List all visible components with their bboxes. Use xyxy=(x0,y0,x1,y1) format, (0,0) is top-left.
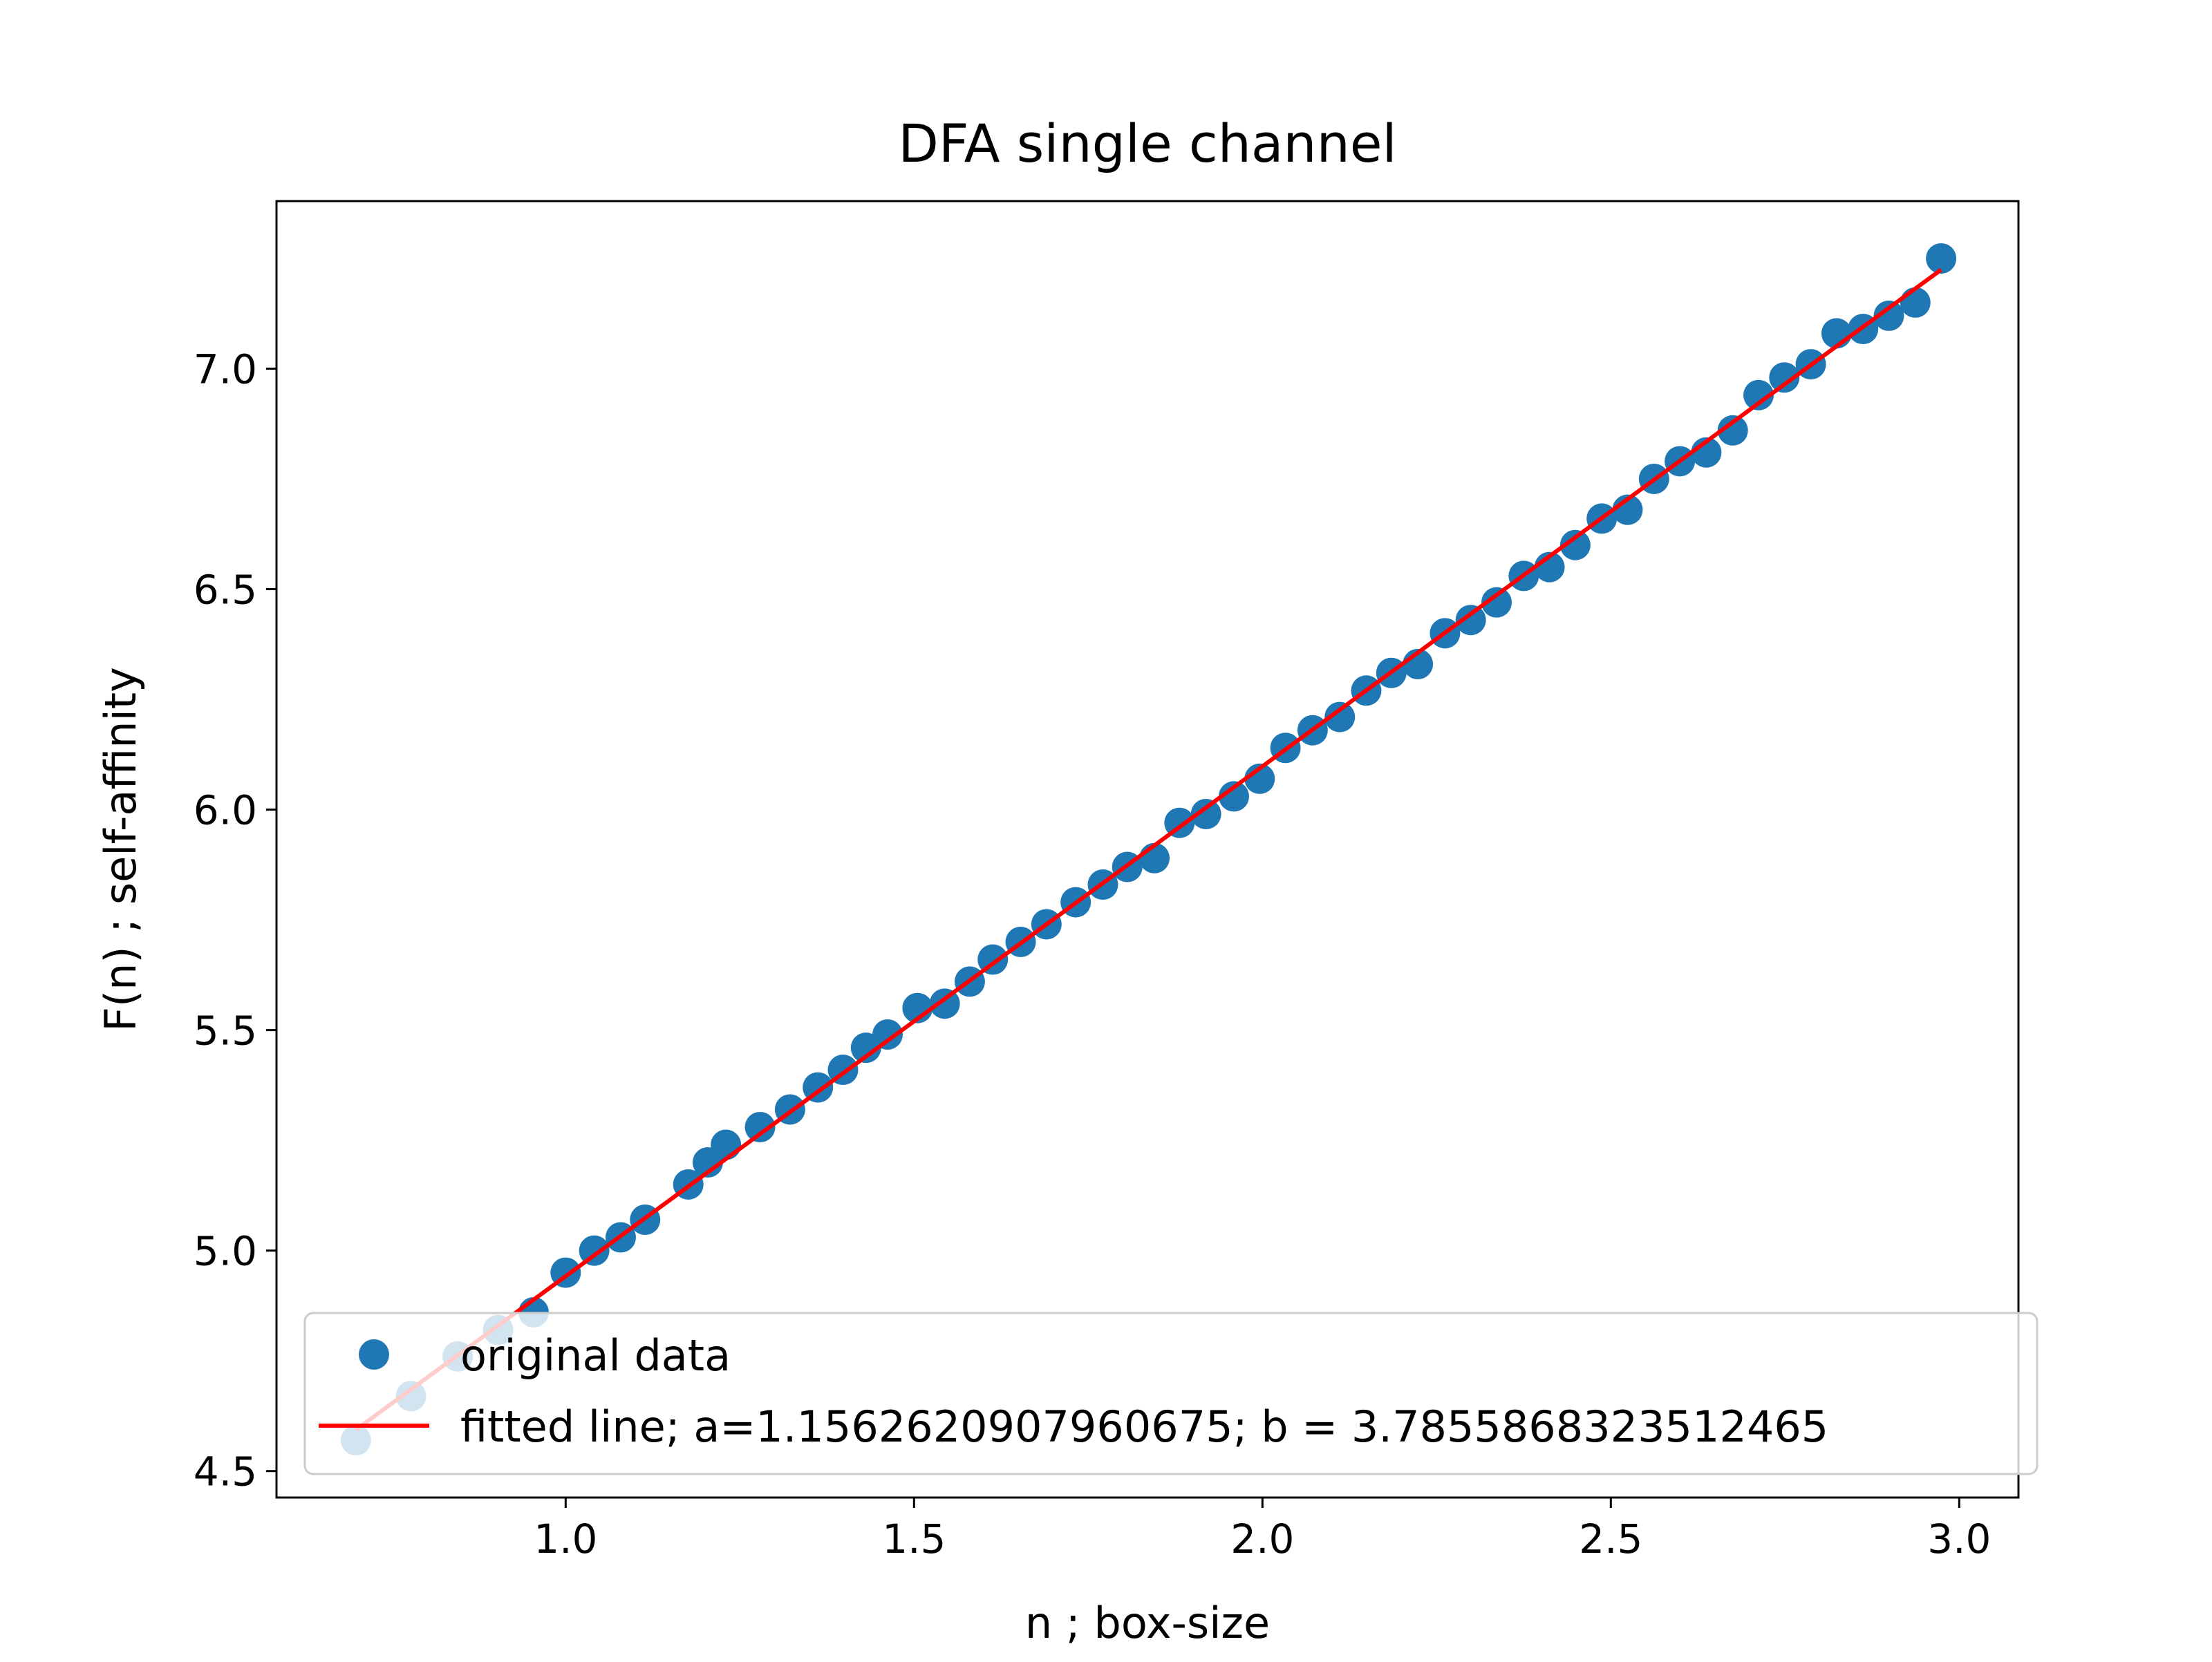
data-point-45 xyxy=(1612,494,1643,525)
legend: original data fitted line; a=1.156262090… xyxy=(303,1312,2038,1475)
x-axis-label: n ; box-size xyxy=(1025,1598,1270,1648)
x-tick-label-3: 2.5 xyxy=(1579,1515,1642,1562)
data-point-12 xyxy=(744,1112,776,1142)
y-tick-label-0: 4.5 xyxy=(194,1448,257,1495)
data-point-40 xyxy=(1481,587,1512,618)
legend-label-original-data: original data xyxy=(460,1330,731,1381)
y-axis: 4.5 5.0 5.5 6.0 6.5 7.0 xyxy=(194,346,276,1495)
data-point-55 xyxy=(1873,300,1904,331)
plot-frame xyxy=(275,200,2020,1499)
x-tick-label-0: 1.0 xyxy=(534,1515,597,1562)
data-point-57 xyxy=(1926,243,1957,274)
data-point-51 xyxy=(1769,362,1800,393)
data-point-19 xyxy=(929,988,960,1019)
x-axis: 1.0 1.5 2.0 2.5 3.0 xyxy=(534,1498,1991,1562)
data-point-17 xyxy=(872,1019,903,1050)
fitted-line xyxy=(355,267,1942,1432)
legend-box xyxy=(303,1312,2038,1475)
y-tick-label-1: 5.0 xyxy=(194,1228,257,1275)
x-tick-label-4: 3.0 xyxy=(1927,1515,1991,1562)
data-point-56 xyxy=(1900,287,1931,318)
data-point-30 xyxy=(1218,781,1249,812)
data-point-29 xyxy=(1190,798,1221,829)
data-point-49 xyxy=(1717,415,1748,446)
y-tick-label-2: 5.5 xyxy=(194,1008,257,1055)
data-point-43 xyxy=(1559,529,1591,560)
y-tick-label-4: 6.5 xyxy=(194,567,257,614)
legend-label-fitted-line: fitted line; a=1.1562620907960675; b = 3… xyxy=(460,1401,1828,1452)
data-point-39 xyxy=(1455,605,1486,636)
y-tick-label-5: 7.0 xyxy=(194,346,257,393)
data-point-50 xyxy=(1743,379,1774,410)
data-point-31 xyxy=(1244,763,1275,794)
chart-title: DFA single channel xyxy=(898,113,1396,174)
data-point-6 xyxy=(579,1235,610,1266)
x-tick-label-2: 2.0 xyxy=(1230,1515,1294,1562)
legend-marker-original-data xyxy=(359,1339,389,1370)
y-tick-label-3: 6.0 xyxy=(194,787,257,834)
y-axis-label: F(n) ; self-affinity xyxy=(95,667,146,1032)
x-tick-label-1: 1.5 xyxy=(882,1515,946,1562)
data-point-11 xyxy=(711,1129,742,1160)
data-point-34 xyxy=(1324,701,1356,733)
